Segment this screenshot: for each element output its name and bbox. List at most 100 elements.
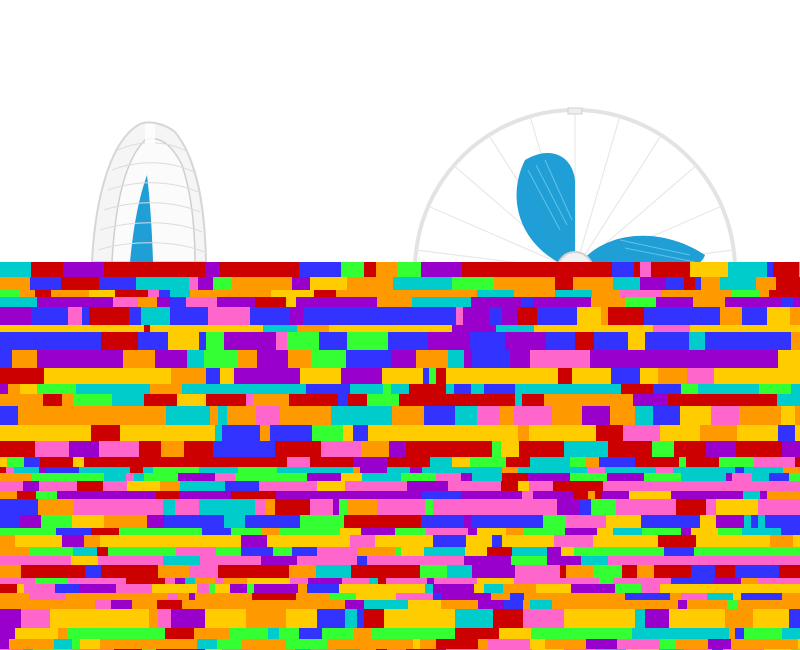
corruption-block (635, 547, 664, 556)
corruption-block (767, 584, 800, 593)
corruption-block (668, 394, 676, 406)
corruption-block (157, 297, 170, 307)
corruption-block (179, 307, 195, 325)
corruption-block (122, 384, 150, 394)
corruption-block (632, 628, 666, 639)
corruption-block (422, 467, 457, 473)
corruption-block (199, 499, 223, 515)
corruption-block (640, 368, 658, 384)
corruption-block (581, 556, 608, 565)
corruption-block (353, 467, 360, 473)
corruption-block (111, 628, 140, 639)
corruption-block (168, 332, 199, 350)
corruption-block (593, 535, 624, 547)
corruption-block (347, 499, 377, 515)
corruption-block (523, 609, 564, 628)
corruption-block (180, 481, 225, 491)
corruption-block (740, 368, 782, 384)
corruption-block (21, 609, 50, 628)
corruption-block (790, 307, 800, 325)
corruption-block (471, 515, 499, 528)
corruption-block (700, 515, 716, 528)
corruption-block (553, 628, 593, 639)
corruption-block (444, 262, 462, 277)
corruption-block (39, 467, 46, 473)
corruption-block (675, 368, 687, 384)
corruption-block (783, 467, 800, 473)
corruption-block (685, 425, 700, 441)
corruption-block (190, 290, 219, 297)
corruption-block (348, 394, 367, 406)
corruption-block (215, 457, 256, 467)
corruption-block (158, 457, 189, 467)
corruption-block (586, 639, 617, 649)
corruption-block (558, 368, 572, 384)
corruption-block (543, 515, 566, 528)
corruption-block (760, 491, 767, 499)
corruption-block (485, 499, 517, 515)
corruption-block (564, 609, 585, 628)
corruption-block (69, 441, 99, 457)
corruption-block (396, 593, 433, 600)
corruption-block (263, 325, 297, 332)
corruption-block (434, 394, 475, 406)
corruption-block (736, 441, 767, 457)
corruption-block (29, 547, 60, 556)
corruption-block (608, 593, 625, 600)
corruption-block (652, 441, 674, 457)
corruption-block (333, 499, 339, 515)
corruption-block (20, 290, 35, 297)
corruption-block (54, 639, 72, 649)
corruption-block (360, 467, 387, 473)
corruption-block (31, 307, 68, 325)
corruption-block (621, 384, 653, 394)
corruption-block (488, 639, 530, 649)
corruption-block (496, 262, 525, 277)
corruption-block (502, 473, 528, 481)
corruption-block (681, 528, 691, 535)
corruption-block (73, 547, 97, 556)
corruption-block (59, 368, 68, 384)
corruption-block (524, 368, 558, 384)
corruption-block (276, 491, 314, 499)
corruption-block (470, 457, 506, 467)
corruption-block (641, 515, 673, 528)
corruption-block (104, 473, 126, 481)
corruption-block (116, 491, 156, 499)
corruption-block (206, 394, 228, 406)
corruption-block (8, 384, 20, 394)
corruption-block (273, 547, 292, 556)
corruption-block (596, 425, 623, 441)
corruption-block (375, 535, 409, 547)
corruption-block (776, 277, 800, 290)
corruption-block (116, 457, 158, 467)
corruption-block (99, 441, 139, 457)
corruption-block (407, 481, 448, 491)
corruption-block (290, 578, 308, 584)
corruption-block (420, 565, 447, 578)
corruption-block (644, 473, 667, 481)
corruption-block (265, 384, 300, 394)
corruption-block (9, 639, 54, 649)
corruption-block (472, 425, 498, 441)
corruption-block (564, 425, 596, 441)
corruption-block (690, 325, 729, 332)
corruption-block (108, 547, 135, 556)
corruption-block (678, 600, 687, 609)
corruption-block (778, 425, 795, 441)
corruption-block (531, 628, 553, 639)
corruption-block (709, 609, 725, 628)
corruption-block (230, 584, 247, 593)
corruption-block (732, 290, 759, 297)
corruption-block (705, 332, 724, 350)
corruption-block (667, 473, 681, 481)
corruption-block (149, 609, 158, 628)
corruption-block (282, 262, 299, 277)
corruption-block (256, 600, 297, 609)
corruption-block (744, 515, 751, 528)
corruption-block (229, 628, 240, 639)
corruption-block (684, 277, 695, 290)
corruption-block (686, 556, 718, 565)
corruption-block (340, 297, 377, 307)
corruption-block (126, 578, 165, 584)
